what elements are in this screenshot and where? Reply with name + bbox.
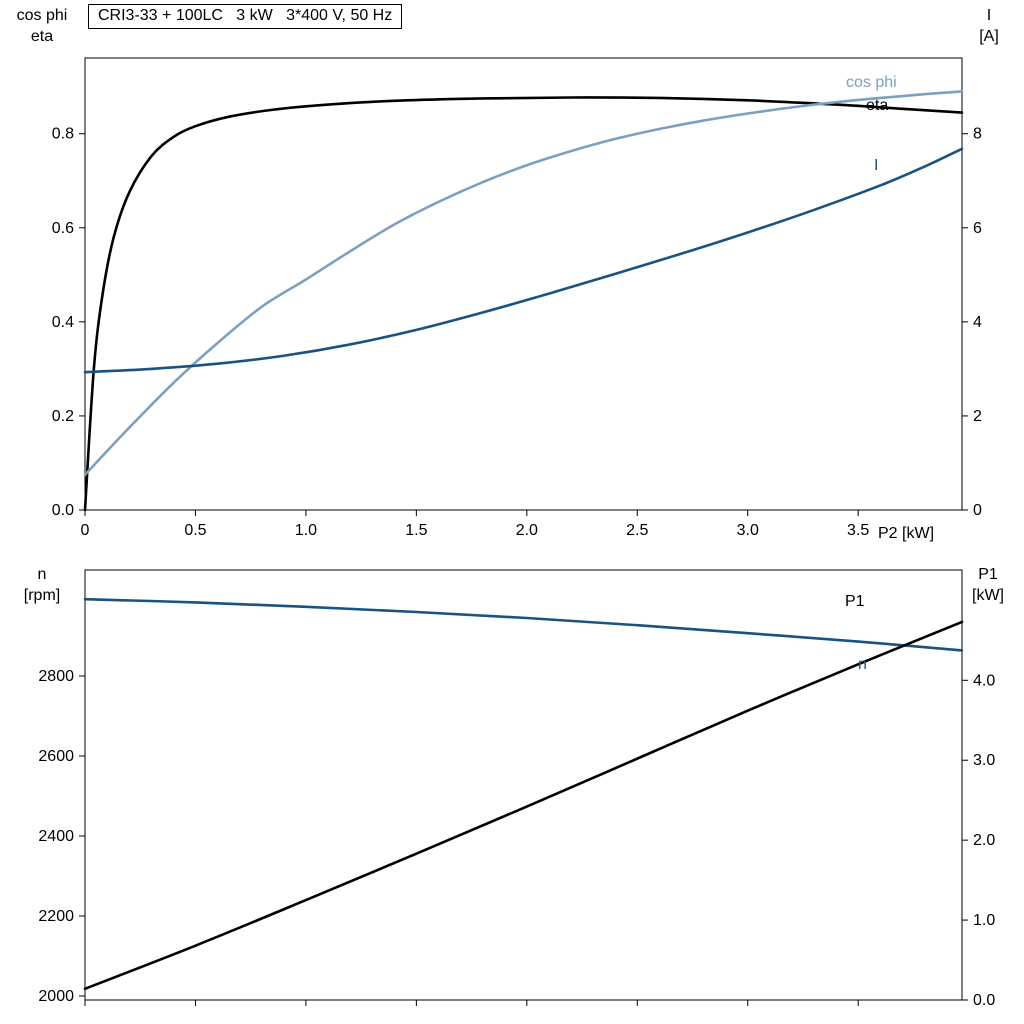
right-axis-title-top-line2: [A] (979, 28, 999, 45)
curve-label-p1: P1 (845, 593, 865, 610)
curve-eta (83, 96, 964, 512)
y_left-tick-label: 0.4 (52, 314, 74, 331)
chart-title-box: CRI3-33 + 100LC 3 kW 3*400 V, 50 Hz (88, 4, 403, 29)
y_right-tick-label: 1.0 (973, 912, 995, 929)
bottom-chart: 2000 2200 2400 2600 2800 0.0 1.0 2.0 3.0 4.0 (38, 569, 995, 1009)
plot-frame (84, 569, 963, 1001)
curve-label-eta: eta (866, 97, 889, 114)
y_right-tick-label: 8 (973, 126, 982, 143)
curve-label-n: n (858, 656, 867, 673)
x-tick-label: 2.0 (516, 522, 538, 539)
curve-label-cos-phi: cos phi (846, 74, 897, 91)
y_right-tick-label: 0.0 (973, 992, 995, 1009)
curve-label-current: I (874, 157, 879, 174)
y_right-tick-label: 4 (973, 314, 982, 331)
left-axis-title-bottom-line1: n (37, 566, 47, 583)
y_right-tick-label: 2.0 (973, 832, 995, 849)
right-axis-title-bottom-line2: [kW] (972, 587, 1004, 604)
y_left-tick-label: 2000 (38, 988, 74, 1005)
y_right-tick-label: 2 (973, 408, 982, 425)
x-tick-label: 0.5 (184, 522, 206, 539)
y_left-tick-label: 0.2 (52, 408, 74, 425)
right-axis-title-bottom-line1: P1 (978, 566, 998, 583)
left-axis-title-top-line1: cos phi (16, 7, 68, 24)
right-axis-title-bottom: P1 [kW] (958, 564, 1018, 606)
y_left-tick-label: 2600 (38, 748, 74, 765)
y_right-tick-label: 6 (973, 220, 982, 237)
curve-speed (83, 597, 964, 652)
curve-current (83, 147, 964, 374)
curve-cos-phi (83, 90, 964, 477)
right-axis-title-top-line1: I (986, 7, 992, 24)
y_left-tick-label: 2200 (38, 908, 74, 925)
left-axis-title-top: cos phi eta (6, 5, 78, 47)
y_right-tick-label: 3.0 (973, 752, 995, 769)
left-axis-title-top-line2: eta (30, 28, 54, 45)
x-tick-label: 3.5 (847, 522, 869, 539)
top-chart: 0 0.5 1.0 1.5 2.0 2.5 3.0 3.5 0.0 0.2 0.4 0.6 0.8 0 2 4… (52, 57, 982, 539)
y_right-tick-label: 4.0 (973, 672, 995, 689)
y_left-tick-label: 2400 (38, 828, 74, 845)
x-tick-label: 1.5 (405, 522, 427, 539)
y_left-tick-label: 0.0 (52, 502, 74, 519)
x-tick-label: 0 (81, 522, 90, 539)
y_right-tick-label: 0 (973, 502, 982, 519)
y_left-tick-label: 2800 (38, 668, 74, 685)
left-axis-title-bottom-line2: [rpm] (23, 587, 61, 604)
x-tick-label: 2.5 (626, 522, 648, 539)
curve-p1 (83, 620, 964, 991)
y_left-tick-label: 0.6 (52, 220, 74, 237)
right-axis-title-top: I [A] (962, 5, 1016, 47)
x-axis-title: P2 [kW] (878, 525, 935, 542)
plot-frame (84, 57, 963, 511)
x-tick-label: 3.0 (737, 522, 759, 539)
x-tick-label: 1.0 (295, 522, 317, 539)
y_left-tick-label: 0.8 (52, 126, 74, 143)
left-axis-title-bottom: n [rpm] (6, 564, 78, 606)
